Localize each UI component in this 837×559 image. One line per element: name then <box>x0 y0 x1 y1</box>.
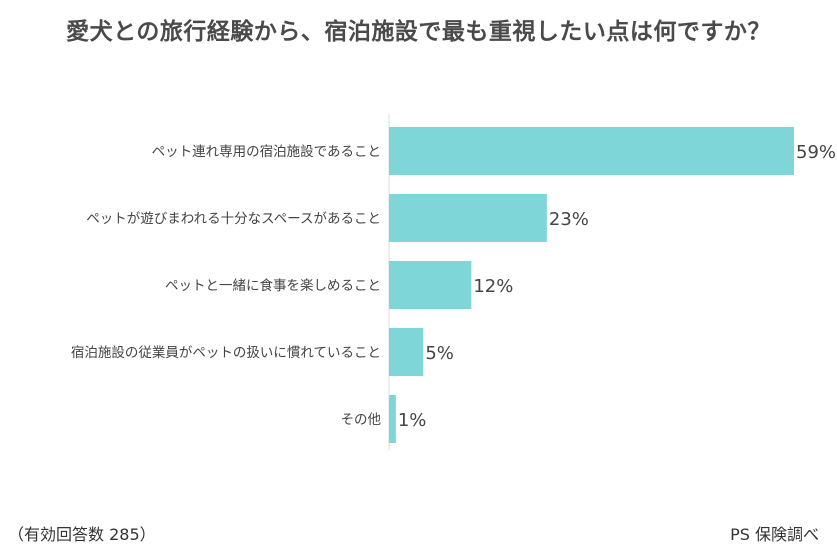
bar <box>389 127 794 175</box>
bar <box>389 261 472 309</box>
chart-title: 愛犬との旅行経験から、宿泊施設で最も重視したい点は何ですか？ <box>66 19 771 45</box>
category-label: ペット連れ専用の宿泊施設であること <box>152 143 381 160</box>
response-count-note: （有効回答数 285） <box>8 525 156 544</box>
source-credit: PS 保険調べ <box>730 525 819 544</box>
value-label: 12% <box>473 276 513 297</box>
value-label: 5% <box>425 343 454 364</box>
category-label: ペットが遊びまわれる十分なスペースがあること <box>86 211 381 227</box>
bar <box>389 395 396 443</box>
bar <box>389 328 424 376</box>
category-label: 宿泊施設の従業員がペットの扱いに慣れていること <box>71 344 381 361</box>
value-label: 23% <box>549 209 589 230</box>
value-label: 1% <box>398 410 427 431</box>
value-label: 59% <box>796 142 836 163</box>
bar <box>389 194 547 242</box>
category-label: その他 <box>341 412 382 428</box>
category-label: ペットと一緒に食事を楽しめること <box>165 277 381 294</box>
